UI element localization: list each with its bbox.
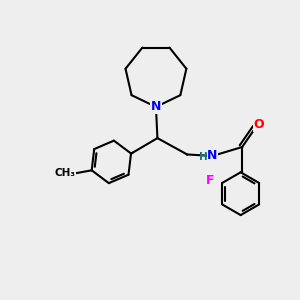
Text: N: N xyxy=(151,100,161,113)
Text: N: N xyxy=(207,149,218,162)
Text: O: O xyxy=(253,118,264,131)
Text: CH₃: CH₃ xyxy=(54,168,75,178)
Text: F: F xyxy=(206,174,214,187)
Text: H: H xyxy=(199,152,207,162)
